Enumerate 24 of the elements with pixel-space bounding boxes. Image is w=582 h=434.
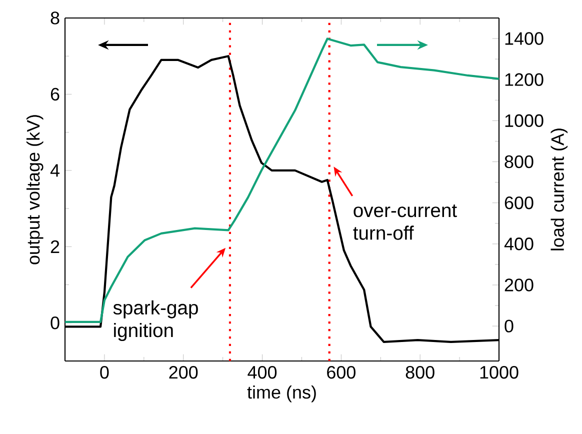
annotation: over-current turn-off [353,204,457,240]
y2-tick-label: 1400 [505,32,544,45]
y2-tick-label: 200 [504,278,534,292]
y2-tick-label: 600 [504,196,534,210]
y-axis-title: output voltage (kV) [26,115,44,264]
y2-tick-label: 1200 [505,73,544,86]
y2-tick-label: 1000 [505,114,544,128]
x-axis-title: time (ns) [247,385,316,402]
y2-tick-label: 800 [504,155,534,168]
y-tick-label: 6 [50,88,60,101]
annotation: spark-gap ignition [113,300,198,342]
x-tick-label: 600 [327,366,356,379]
y-tick-label: 2 [50,240,60,253]
y-tick-label: 4 [50,164,60,177]
x-tick-label: 800 [406,366,434,379]
y2-tick-label: 400 [504,238,534,250]
y2-axis-title: load current (A) [550,128,568,250]
y-tick-label: 8 [50,12,60,24]
y2-tick-label: 0 [504,320,514,332]
x-tick-label: 1000 [480,366,518,379]
y-tick-label: 0 [50,316,60,330]
x-tick-label: 0 [100,366,109,379]
x-tick-label: 200 [169,366,198,379]
x-tick-label: 400 [248,366,277,379]
